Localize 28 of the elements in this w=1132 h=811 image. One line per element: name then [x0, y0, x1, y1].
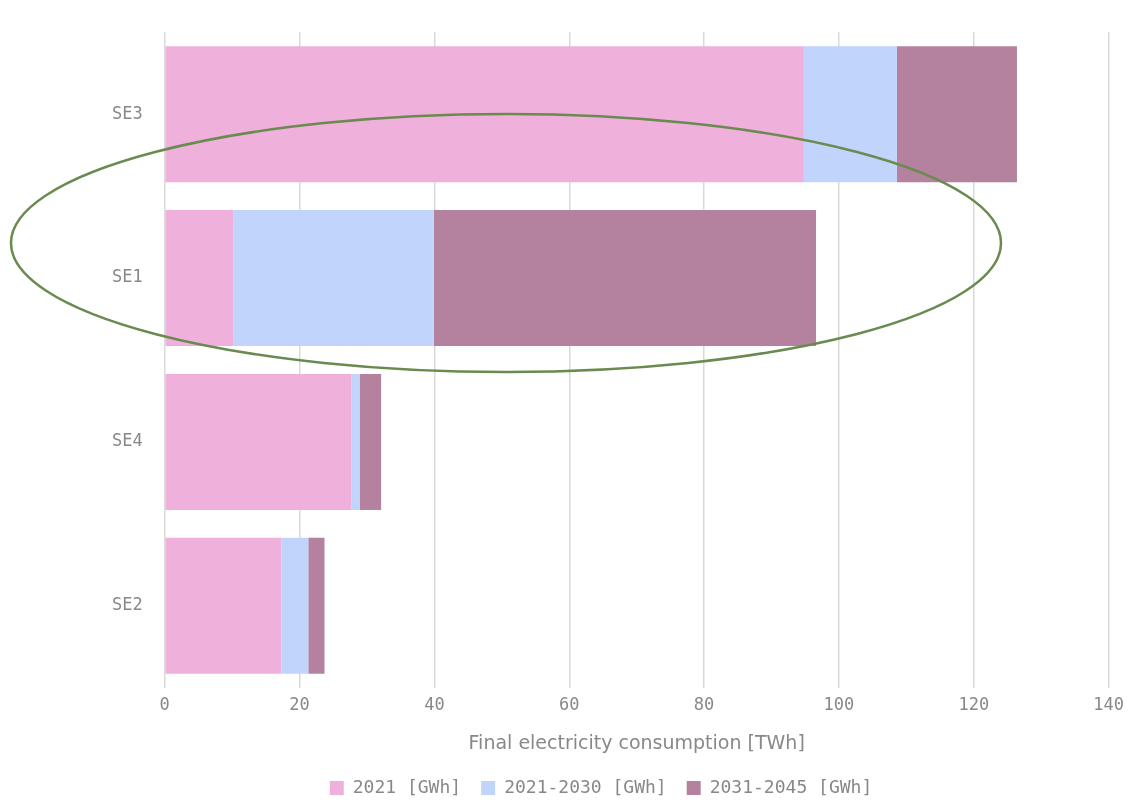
bar: [433, 210, 817, 347]
bar: [308, 537, 325, 674]
bar: [233, 210, 434, 347]
bar: [896, 46, 1017, 183]
bar: [165, 537, 282, 674]
bar: [359, 373, 382, 510]
x-axis-title: Final electricity consumption [TWh]: [468, 730, 805, 753]
y-tick-label: SE2: [111, 594, 143, 615]
x-tick-label: 120: [958, 694, 990, 715]
legend-label: 2021 [GWh]: [352, 775, 462, 797]
y-tick-label: SE4: [111, 430, 143, 451]
x-tick-label: 80: [693, 694, 715, 715]
x-tick-label: 40: [424, 694, 445, 715]
x-tick-label: 100: [823, 694, 855, 715]
bar: [165, 373, 352, 510]
y-tick-label: SE1: [111, 266, 143, 287]
legend-label: 2031-2045 [GWh]: [709, 775, 873, 797]
bar: [165, 46, 804, 183]
legend-label: 2021-2030 [GWh]: [504, 775, 667, 797]
x-tick-label: 140: [1093, 694, 1125, 715]
x-tick-label: 0: [159, 694, 170, 715]
bar: [803, 46, 897, 183]
bar: [281, 537, 309, 674]
x-tick-label: 60: [559, 694, 580, 715]
bar: [165, 210, 234, 347]
x-tick-label: 20: [289, 694, 310, 715]
y-tick-label: SE3: [111, 102, 143, 123]
bar: [351, 373, 360, 510]
